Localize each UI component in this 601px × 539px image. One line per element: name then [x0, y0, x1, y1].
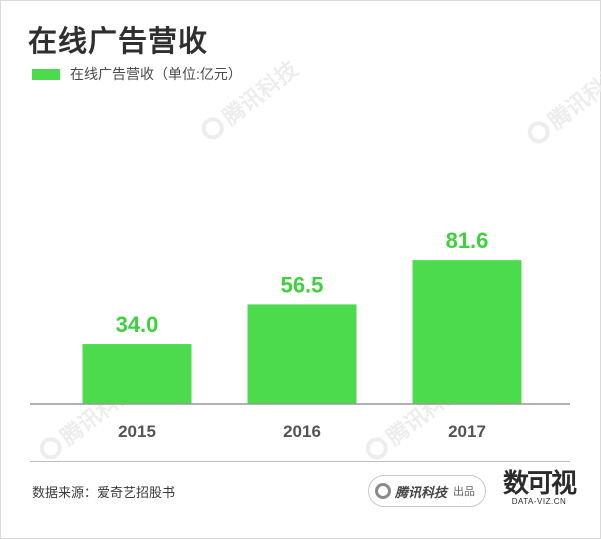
x-tick-label-2015: 2015 [118, 422, 156, 441]
logo-en: DATA-VIZ.CN [511, 497, 567, 506]
x-tick-label-2017: 2017 [448, 422, 486, 441]
legend-label: 在线广告营收（单位:亿元） [70, 66, 242, 82]
data-source: 数据来源：爱奇艺招股书 [32, 485, 176, 500]
bars-layer: 34.0 2015 56.5 2016 81.6 2017 [82, 228, 522, 441]
bar-2016 [247, 304, 357, 404]
tencent-logo-icon [375, 483, 391, 499]
legend: 在线广告营收（单位:亿元） [32, 64, 242, 84]
badge-suffix: 出品 [453, 486, 476, 498]
bar-2017 [412, 260, 522, 404]
legend-swatch [32, 68, 60, 80]
footer-divider [30, 461, 570, 462]
publisher-badge: 腾讯科技 出品 [368, 475, 487, 507]
data-label-2015: 34.0 [116, 312, 159, 337]
badge-brand: 腾讯科技 [395, 484, 448, 500]
data-label-2017: 81.6 [446, 228, 489, 253]
x-tick-label-2016: 2016 [283, 422, 321, 441]
bar-2015 [82, 344, 192, 404]
logo-cn: 数可视 [502, 468, 577, 498]
chart-title: 在线广告营收 [28, 26, 209, 58]
dataviz-logo: 数可视 DATA-VIZ.CN [500, 469, 578, 506]
data-label-2016: 56.5 [281, 272, 324, 297]
